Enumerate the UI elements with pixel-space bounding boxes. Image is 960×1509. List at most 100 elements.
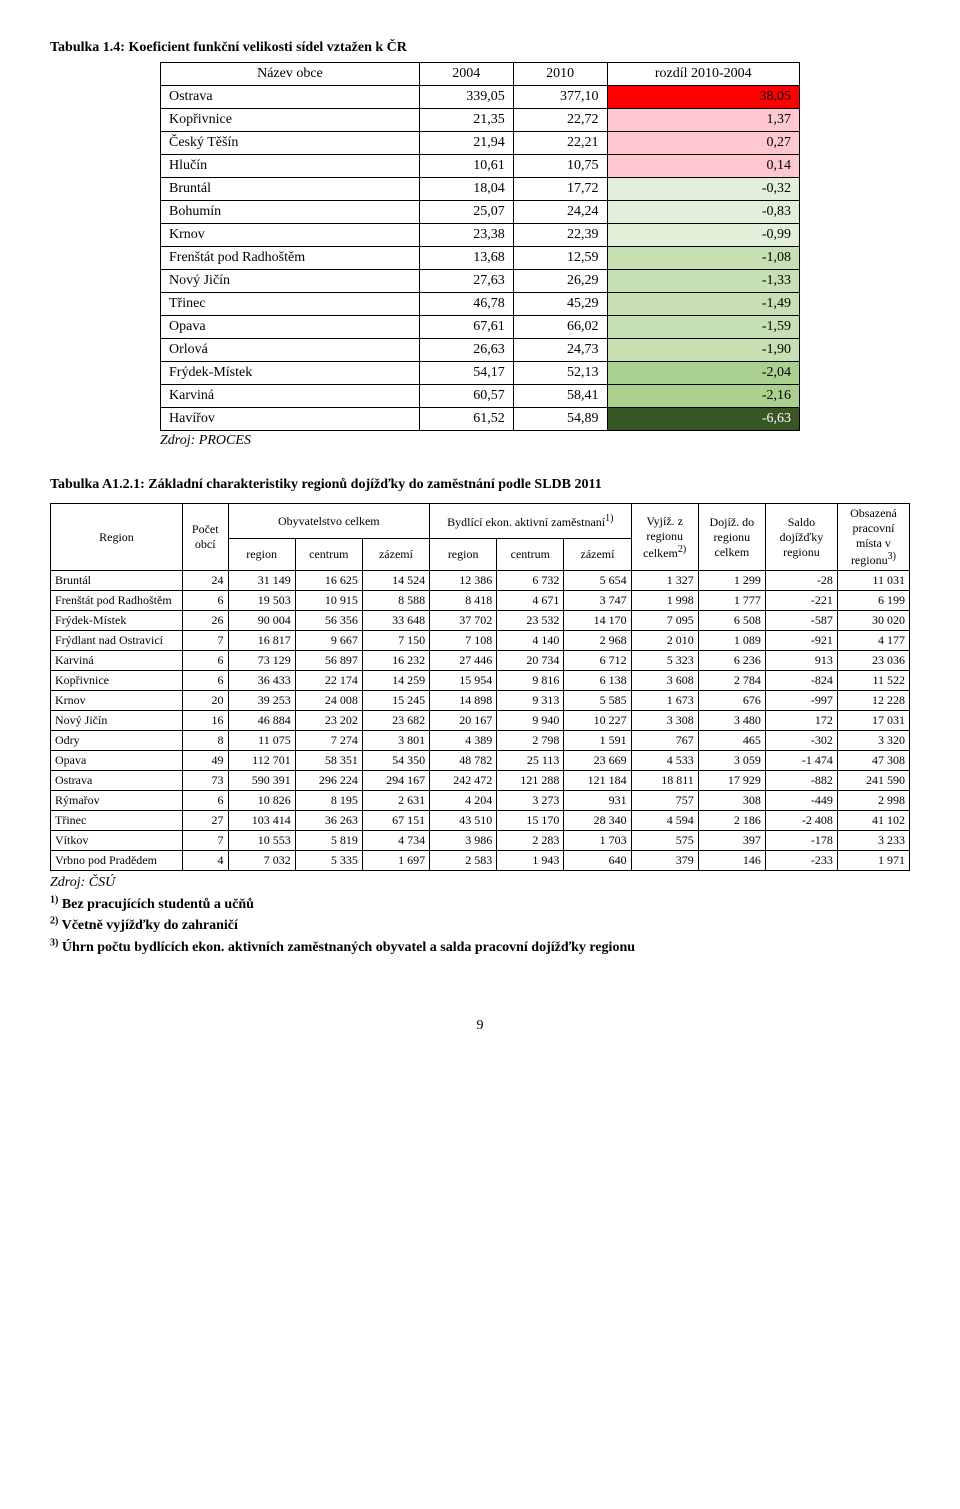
t2-cell: 6 (182, 671, 228, 691)
t2-cell: 2 583 (430, 851, 497, 871)
t1-cell-name: Bohumín (161, 201, 420, 224)
t2-cell: 3 059 (698, 751, 765, 771)
t2-cell: -178 (765, 831, 837, 851)
t1-cell-2004: 54,17 (419, 362, 513, 385)
t2-cell: 9 667 (295, 631, 362, 651)
t2-cell: 3 308 (631, 711, 698, 731)
t1-cell-name: Nový Jičín (161, 270, 420, 293)
t2-cell: 11 522 (837, 671, 909, 691)
t2-cell-region: Krnov (51, 691, 183, 711)
t1-cell-2004: 25,07 (419, 201, 513, 224)
t2-cell-region: Vrbno pod Pradědem (51, 851, 183, 871)
t2-note2: 2) Včetně vyjížďky do zahraničí (50, 914, 910, 936)
t2-cell: -28 (765, 571, 837, 591)
t1-cell-2010: 22,39 (513, 224, 607, 247)
table-row: Nový Jičín1646 88423 20223 68220 1679 94… (51, 711, 910, 731)
t1-cell-2004: 27,63 (419, 270, 513, 293)
table-row: Kopřivnice21,3522,721,37 (161, 109, 800, 132)
t2-cell: 767 (631, 731, 698, 751)
table-row: Frýdek-Místek54,1752,13-2,04 (161, 362, 800, 385)
t1-cell-name: Ostrava (161, 86, 420, 109)
t1-cell-name: Orlová (161, 339, 420, 362)
t2-cell: 10 915 (295, 591, 362, 611)
t2-cell: 1 327 (631, 571, 698, 591)
t1-cell-name: Frenštát pod Radhoštěm (161, 247, 420, 270)
t2-cell: -921 (765, 631, 837, 651)
t2-cell: 14 170 (564, 611, 631, 631)
t2-cell: 146 (698, 851, 765, 871)
t2-cell: 41 102 (837, 811, 909, 831)
t2-cell: 4 671 (497, 591, 564, 611)
t2-cell: 3 608 (631, 671, 698, 691)
table-row: Vítkov710 5535 8194 7343 9862 2831 70357… (51, 831, 910, 851)
t2-cell: 4 177 (837, 631, 909, 651)
t2-cell: 676 (698, 691, 765, 711)
t1-cell-2010: 45,29 (513, 293, 607, 316)
t2-cell: 3 801 (362, 731, 429, 751)
t2-cell-region: Kopřivnice (51, 671, 183, 691)
t2-cell: 30 020 (837, 611, 909, 631)
t2-cell-region: Bruntál (51, 571, 183, 591)
t1-cell-diff: 0,27 (607, 132, 799, 155)
t2-cell-region: Ostrava (51, 771, 183, 791)
t2-cell: -1 474 (765, 751, 837, 771)
t2-cell-region: Frenštát pod Radhoštěm (51, 591, 183, 611)
t2-cell: 172 (765, 711, 837, 731)
t2-cell: 16 (182, 711, 228, 731)
table-row: Třinec46,7845,29-1,49 (161, 293, 800, 316)
table-row: Odry811 0757 2743 8014 3892 7981 5917674… (51, 731, 910, 751)
t2-cell: 9 313 (497, 691, 564, 711)
t1-cell-name: Opava (161, 316, 420, 339)
t2-cell-region: Třinec (51, 811, 183, 831)
t2-cell: 575 (631, 831, 698, 851)
t2-cell: 3 320 (837, 731, 909, 751)
t1-cell-2010: 58,41 (513, 385, 607, 408)
t2-cell: 2 631 (362, 791, 429, 811)
t2-cell: 6 199 (837, 591, 909, 611)
t2-cell: -587 (765, 611, 837, 631)
table-row: Frenštát pod Radhoštěm13,6812,59-1,08 (161, 247, 800, 270)
t2-cell: 3 233 (837, 831, 909, 851)
table-row: Karviná673 12956 89716 23227 44620 7346 … (51, 651, 910, 671)
t1-cell-name: Kopřivnice (161, 109, 420, 132)
t1-cell-diff: -0,83 (607, 201, 799, 224)
t2-cell: 931 (564, 791, 631, 811)
t2-cell: 23 036 (837, 651, 909, 671)
table-row: Ostrava73590 391296 224294 167242 472121… (51, 771, 910, 791)
table-row: Bohumín25,0724,24-0,83 (161, 201, 800, 224)
t2-cell: 1 697 (362, 851, 429, 871)
t2-cell-region: Frýdek-Místek (51, 611, 183, 631)
t2-cell: 1 673 (631, 691, 698, 711)
t2-cell: 67 151 (362, 811, 429, 831)
t2-cell: 54 350 (362, 751, 429, 771)
t1-cell-diff: 38,05 (607, 86, 799, 109)
t1-cell-2010: 10,75 (513, 155, 607, 178)
t2h-saldo: Saldo dojížďky regionu (765, 504, 837, 571)
t2-cell: 6 508 (698, 611, 765, 631)
t2-cell: 33 648 (362, 611, 429, 631)
t1-h-diff: rozdíl 2010-2004 (607, 63, 799, 86)
t2-cell: 12 386 (430, 571, 497, 591)
t1-cell-2004: 26,63 (419, 339, 513, 362)
t2-cell: 296 224 (295, 771, 362, 791)
t2-cell: 46 884 (228, 711, 295, 731)
t1-cell-2004: 21,94 (419, 132, 513, 155)
t2-cell: 12 228 (837, 691, 909, 711)
table-row: Kopřivnice636 43322 17414 25915 9549 816… (51, 671, 910, 691)
table-row: Bruntál18,0417,72-0,32 (161, 178, 800, 201)
t1-cell-2004: 18,04 (419, 178, 513, 201)
t1-cell-diff: -1,59 (607, 316, 799, 339)
t2-cell: 241 590 (837, 771, 909, 791)
t2-cell: 48 782 (430, 751, 497, 771)
t2-cell: 1 591 (564, 731, 631, 751)
t1-cell-diff: -0,99 (607, 224, 799, 247)
t1-cell-diff: -2,16 (607, 385, 799, 408)
t2-cell: 20 734 (497, 651, 564, 671)
t1-cell-2004: 67,61 (419, 316, 513, 339)
table-row: Frýdek-Místek2690 00456 35633 64837 7022… (51, 611, 910, 631)
table-row: Bruntál2431 14916 62514 52412 3866 7325 … (51, 571, 910, 591)
t1-cell-name: Havířov (161, 408, 420, 431)
t2-cell: 90 004 (228, 611, 295, 631)
t2-cell-region: Opava (51, 751, 183, 771)
t2-cell: 3 480 (698, 711, 765, 731)
